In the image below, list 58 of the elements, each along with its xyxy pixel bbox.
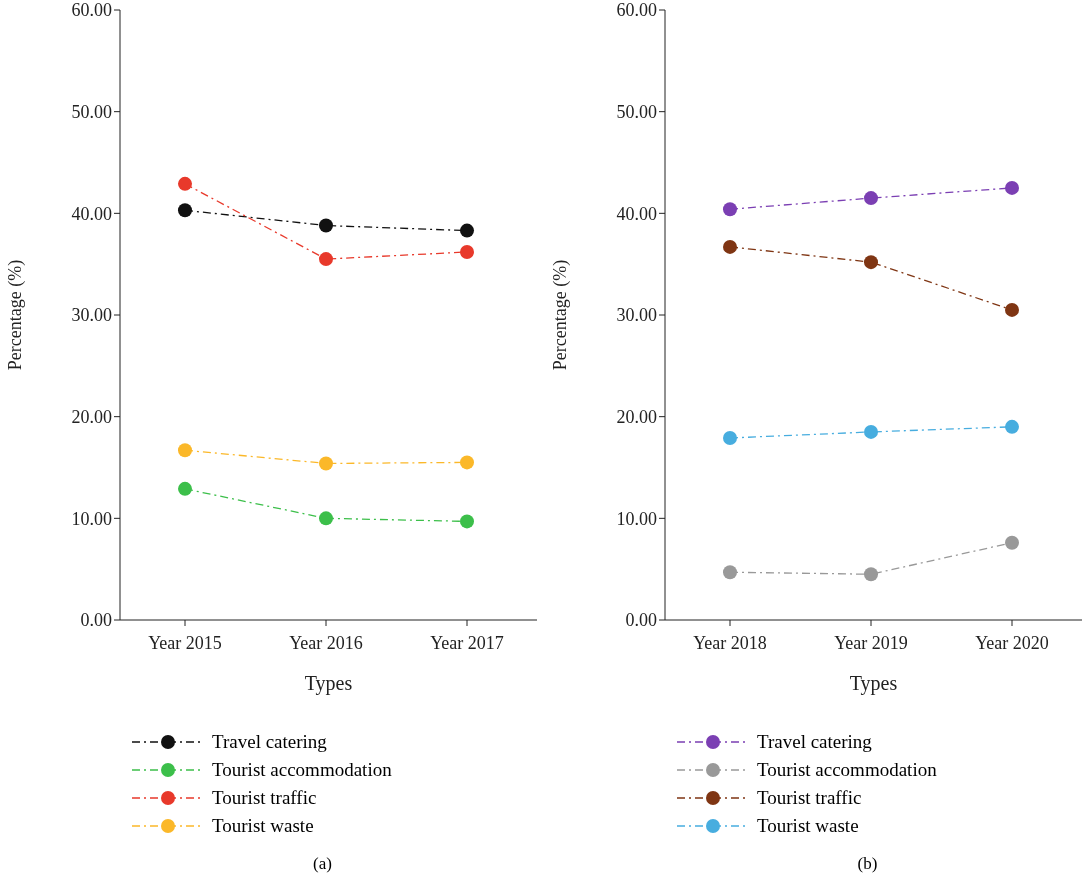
point — [319, 456, 333, 471]
y-tick-label: 20.00 — [71, 407, 112, 428]
point — [319, 252, 333, 267]
point — [723, 239, 737, 254]
point — [864, 567, 878, 582]
point — [723, 202, 737, 217]
y-tick-label: 40.00 — [616, 203, 657, 224]
y-axis-title: Percentage (%) — [550, 259, 572, 371]
y-tick-label: 10.00 — [71, 508, 112, 529]
x-axis-title: Types — [849, 672, 898, 695]
legend-label: Tourist waste — [212, 815, 314, 837]
point — [319, 511, 333, 526]
y-tick-label: 20.00 — [616, 407, 657, 428]
legend-label: Tourist waste — [757, 815, 859, 837]
x-tick-label: Year 2016 — [289, 632, 363, 653]
legend-label: Tourist traffic — [757, 787, 862, 809]
legend-label: Tourist traffic — [212, 787, 317, 809]
point — [864, 191, 878, 206]
y-axis-title: Percentage (%) — [5, 259, 27, 371]
point — [864, 424, 878, 439]
point — [178, 481, 192, 496]
y-tick-label: 60.00 — [616, 0, 657, 21]
point — [1005, 419, 1019, 434]
point — [460, 455, 474, 470]
y-tick-label: 50.00 — [71, 102, 112, 123]
legend-label: Tourist accommodation — [212, 759, 392, 781]
text: (b) — [856, 854, 879, 874]
point — [1005, 535, 1019, 550]
point — [319, 218, 333, 233]
text: (a) — [312, 854, 333, 874]
x-tick-label: Year 2017 — [430, 632, 504, 653]
point — [460, 223, 474, 238]
legend-label: Travel catering — [212, 731, 327, 753]
x-tick-label: Year 2020 — [975, 632, 1049, 653]
point — [178, 176, 192, 191]
point — [178, 443, 192, 458]
point — [723, 431, 737, 446]
point — [1005, 302, 1019, 317]
y-tick-label: 30.00 — [616, 305, 657, 326]
y-tick-label: 0.00 — [625, 610, 657, 631]
x-tick-label: Year 2019 — [834, 632, 908, 653]
y-tick-label: 0.00 — [80, 610, 112, 631]
x-tick-label: Year 2015 — [148, 632, 222, 653]
point — [460, 514, 474, 529]
y-tick-label: 10.00 — [616, 508, 657, 529]
y-tick-label: 40.00 — [71, 203, 112, 224]
point — [460, 244, 474, 259]
y-tick-label: 50.00 — [616, 102, 657, 123]
legend-label: Travel catering — [757, 731, 872, 753]
point — [178, 203, 192, 218]
x-tick-label: Year 2018 — [693, 632, 767, 653]
point — [1005, 180, 1019, 195]
y-tick-label: 60.00 — [71, 0, 112, 21]
point — [723, 565, 737, 580]
point — [864, 255, 878, 270]
x-axis-title: Types — [304, 672, 353, 695]
legend-label: Tourist accommodation — [757, 759, 937, 781]
y-tick-label: 30.00 — [71, 305, 112, 326]
